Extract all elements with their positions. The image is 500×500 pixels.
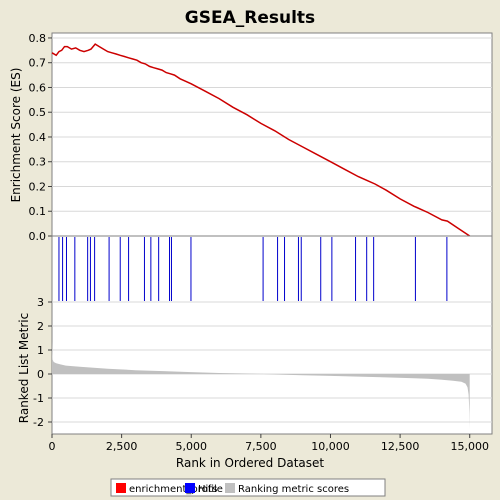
legend-label: Ranking metric scores (238, 484, 349, 495)
metric-y-tick-label: 1 (37, 344, 44, 357)
chart-title: GSEA_Results (185, 8, 315, 28)
metric-y-tick-label: -2 (33, 416, 44, 429)
metric-y-axis: -2 -1 0 1 2 3 (33, 296, 52, 429)
es-y-tick-label: 0.0 (29, 230, 47, 243)
metric-y-tick-label: 2 (37, 320, 44, 333)
metric-y-tick-label: 3 (37, 296, 44, 309)
hits-plot-area (51, 235, 493, 303)
es-gridlines (52, 37, 492, 237)
metric-y-tick-label: 0 (37, 368, 44, 381)
x-tick-label: 12,500 (381, 440, 420, 453)
es-y-tick-label: 0.7 (29, 57, 47, 70)
enrichment-profile-line (51, 43, 471, 237)
x-tick-label: 15,000 (450, 440, 489, 453)
x-axis: 0 2,500 5,000 7,500 10,000 12,500 15,000 (49, 434, 489, 453)
hits-marks (58, 237, 448, 301)
legend-swatch (185, 483, 195, 493)
x-tick-label: 5,000 (175, 440, 207, 453)
es-y-tick-label: 0.6 (29, 81, 47, 94)
metric-plot-area (51, 301, 493, 435)
es-y-axis-label: Enrichment Score (ES) (9, 68, 23, 203)
metric-y-tick-label: -1 (33, 392, 44, 405)
es-y-axis: 0.0 0.1 0.2 0.3 0.4 0.5 0.6 0.7 0.8 (29, 32, 52, 243)
es-y-tick-label: 0.1 (29, 205, 47, 218)
es-y-tick-label: 0.3 (29, 156, 47, 169)
x-tick-label: 7,500 (245, 440, 277, 453)
legend-label: Hits (198, 484, 217, 495)
metric-y-axis-label: Ranked List Metric (17, 313, 31, 423)
x-tick-label: 10,000 (311, 440, 350, 453)
es-y-tick-label: 0.2 (29, 180, 47, 193)
es-y-tick-label: 0.8 (29, 32, 47, 45)
x-tick-label: 0 (49, 440, 56, 453)
x-axis-label: Rank in Ordered Dataset (176, 456, 324, 470)
x-tick-label: 2,500 (106, 440, 138, 453)
legend-box (110, 478, 386, 497)
legend-label: enrichment_profile (129, 484, 223, 495)
legend-swatch (116, 483, 126, 493)
es-y-tick-label: 0.4 (29, 131, 47, 144)
legend-swatch (225, 483, 235, 493)
es-y-tick-label: 0.5 (29, 106, 47, 119)
es-plot-area (51, 32, 493, 237)
